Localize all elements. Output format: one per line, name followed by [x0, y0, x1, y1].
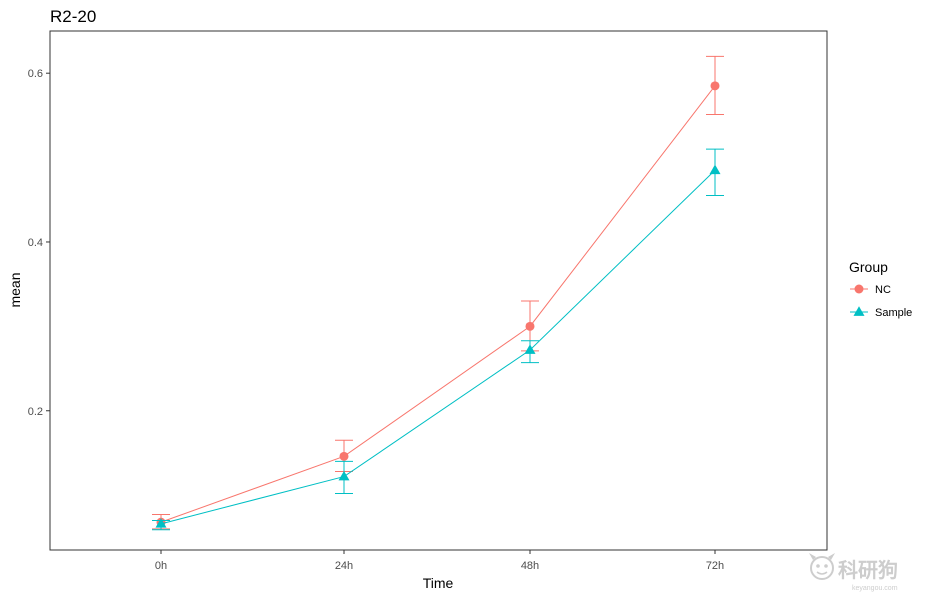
- data-point: [339, 451, 349, 461]
- watermark-text: 科研狗: [838, 558, 898, 582]
- y-tick-label: 0.2: [28, 406, 43, 418]
- x-axis-title: Time: [423, 575, 454, 591]
- legend-item-nc: NC: [850, 284, 891, 296]
- dog-face-icon: [809, 553, 835, 580]
- y-axis-title: mean: [7, 272, 23, 307]
- y-axis: 0.2 0.4 0.6: [28, 68, 50, 418]
- legend-title: Group: [849, 259, 888, 275]
- watermark-subtext: keyangou.com: [852, 585, 898, 592]
- data-point: [338, 470, 350, 481]
- x-tick-label: 72h: [706, 560, 724, 572]
- series-layer: [152, 55, 724, 531]
- series-line: [160, 169, 716, 525]
- y-tick-label: 0.4: [28, 237, 43, 249]
- series-line: [160, 85, 716, 523]
- x-tick-label: 0h: [155, 560, 167, 572]
- legend-items: NC Sample: [850, 284, 912, 319]
- y-tick-label: 0.6: [28, 68, 43, 80]
- series-sample: [152, 148, 724, 531]
- plot-panel-border: [49, 30, 828, 551]
- x-tick-label: 48h: [521, 560, 539, 572]
- data-point: [525, 321, 535, 331]
- series-nc: [152, 55, 724, 530]
- legend-item-sample: Sample: [850, 306, 912, 319]
- x-axis: 0h 24h 48h 72h: [155, 550, 724, 572]
- data-point: [524, 344, 536, 354]
- legend-key-marker: [854, 284, 864, 294]
- legend-label: NC: [875, 284, 891, 296]
- chart-title: R2-20: [50, 7, 96, 26]
- data-point: [710, 81, 720, 91]
- legend: Group NC Sample: [849, 259, 912, 319]
- legend-key-marker: [853, 306, 865, 316]
- data-point: [709, 164, 721, 175]
- data-point: [155, 518, 167, 528]
- x-tick-label: 24h: [335, 560, 353, 572]
- watermark: 科研狗 keyangou.com: [809, 553, 898, 592]
- legend-label: Sample: [875, 307, 912, 319]
